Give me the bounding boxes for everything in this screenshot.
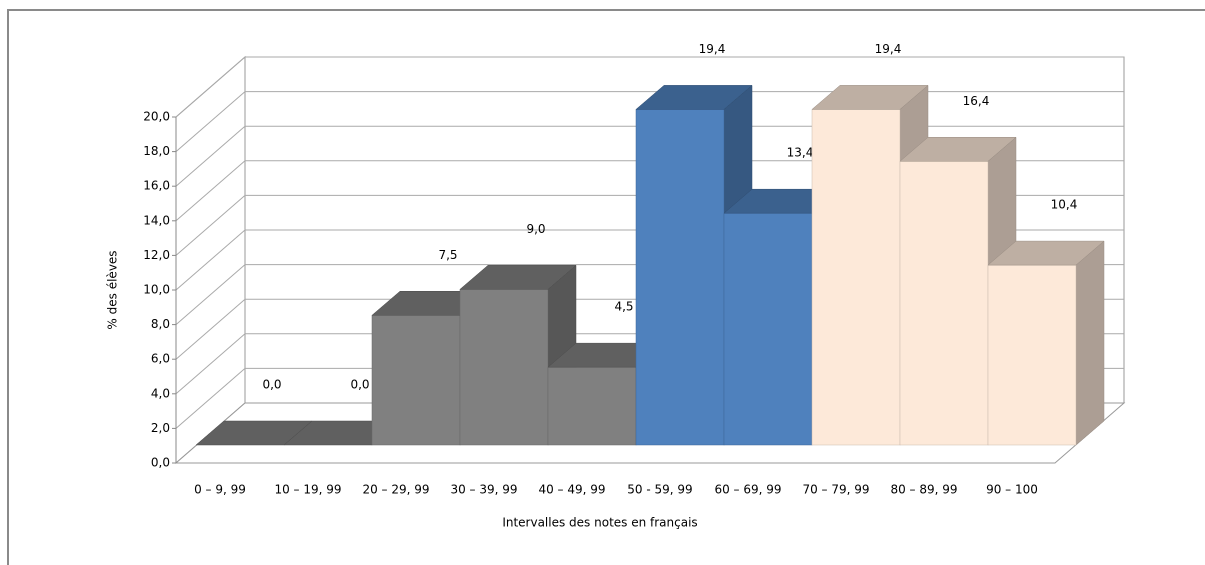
- x-tick-label: 90 – 100: [986, 483, 1038, 497]
- bar: [547, 366, 637, 446]
- y-tick-label: 20,0: [143, 110, 170, 124]
- bar: [987, 264, 1077, 446]
- value-label: 16,4: [963, 94, 990, 108]
- value-label: 13,4: [787, 146, 814, 160]
- bar-top: [987, 240, 1105, 266]
- x-tick-label: 20 – 29, 99: [362, 483, 429, 497]
- value-label: 9,0: [526, 222, 545, 236]
- value-label: 19,4: [875, 42, 902, 56]
- x-tick-label: 10 – 19, 99: [274, 483, 341, 497]
- bar-top: [459, 265, 577, 290]
- value-label: 4,5: [614, 300, 633, 314]
- value-label: 7,5: [438, 248, 457, 262]
- x-tick-label: 60 – 69, 99: [714, 483, 781, 497]
- y-tick-label: 18,0: [143, 144, 170, 158]
- y-tick-label: 0,0: [151, 456, 170, 470]
- y-tick-label: 4,0: [151, 386, 170, 400]
- bar: [459, 289, 549, 446]
- y-tick-label: 2,0: [151, 421, 170, 435]
- bar: [811, 109, 901, 446]
- bar-top: [899, 137, 1017, 162]
- x-tick-label: 50 - 59, 99: [627, 483, 692, 497]
- x-tick-label: 0 – 9, 99: [194, 483, 246, 497]
- bar: [899, 161, 989, 446]
- bar: [371, 315, 461, 446]
- y-tick-label: 14,0: [143, 213, 170, 227]
- y-tick-label: 12,0: [143, 248, 170, 262]
- grid-line: [175, 91, 1124, 152]
- y-tick-label: 16,0: [143, 179, 170, 193]
- x-tick-label: 40 – 49, 99: [538, 483, 605, 497]
- value-label: 10,4: [1051, 198, 1078, 212]
- x-tick-label: 80 – 89, 99: [890, 483, 957, 497]
- bar: [723, 212, 813, 446]
- value-label: 19,4: [699, 42, 726, 56]
- chart-frame: [7, 9, 1205, 565]
- bar: [635, 109, 725, 446]
- bar-top: [635, 85, 753, 110]
- grid-line: [175, 56, 1124, 118]
- bar-side: [1075, 240, 1105, 446]
- bar-top: [811, 85, 929, 110]
- y-tick-label: 8,0: [151, 317, 170, 331]
- x-axis-title: Intervalles des notes en français: [502, 516, 697, 530]
- x-tick-label: 70 – 79, 99: [802, 483, 869, 497]
- x-tick-label: 30 – 39, 99: [450, 483, 517, 497]
- y-axis-title: % des élèves: [106, 250, 120, 329]
- value-label: 0,0: [262, 378, 281, 392]
- value-label: 0,0: [350, 378, 369, 392]
- y-tick-label: 10,0: [143, 283, 170, 297]
- y-tick-label: 6,0: [151, 352, 170, 366]
